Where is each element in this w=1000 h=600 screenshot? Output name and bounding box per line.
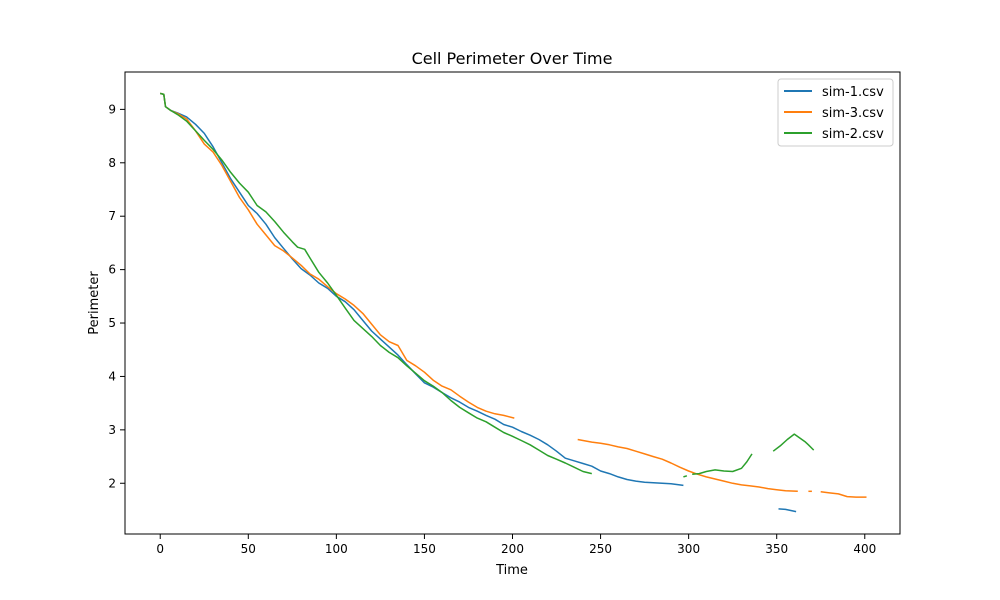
y-tick-label: 5: [108, 316, 116, 330]
x-axis: 0 50 100 150 200 250 300 350 400: [156, 534, 876, 556]
legend: sim-1.csv sim-3.csv sim-2.csv: [777, 78, 894, 147]
y-tick-label: 4: [108, 369, 116, 383]
y-axis-label: Perimeter: [87, 271, 102, 335]
x-tick-label: 50: [241, 542, 256, 556]
series-sim-1: [159, 92, 797, 513]
y-tick-label: 2: [108, 476, 116, 490]
x-tick-label: 100: [325, 542, 348, 556]
series-line-segment: [772, 433, 815, 452]
y-tick-label: 3: [108, 423, 116, 437]
x-tick-label: 400: [853, 542, 876, 556]
series-line-segment: [577, 438, 798, 493]
x-tick-label: 300: [677, 542, 700, 556]
series-line-segment: [820, 491, 867, 498]
series-line-segment: [778, 508, 797, 513]
chart-title: Cell Perimeter Over Time: [412, 49, 613, 68]
series-line-segment: [159, 92, 515, 419]
x-tick-label: 350: [765, 542, 788, 556]
y-tick-label: 8: [108, 156, 116, 170]
x-tick-label: 150: [413, 542, 436, 556]
series-line-segment: [692, 453, 753, 475]
series-sim-2: [159, 92, 815, 478]
y-tick-label: 9: [108, 102, 116, 116]
series-sim-3: [159, 92, 867, 498]
x-axis-label: Time: [495, 563, 528, 578]
series-group: [159, 92, 867, 513]
legend-entry-label: sim-2.csv: [822, 127, 884, 142]
y-axis: 2 3 4 5 6 7 8 9: [108, 102, 125, 490]
y-tick-label: 6: [108, 263, 116, 277]
y-tick-label: 7: [108, 209, 116, 223]
series-line-segment: [159, 92, 684, 487]
legend-entry-label: sim-1.csv: [822, 85, 884, 100]
legend-entry-label: sim-3.csv: [822, 106, 884, 121]
x-tick-label: 250: [589, 542, 612, 556]
series-line-segment: [683, 475, 688, 478]
x-tick-label: 200: [501, 542, 524, 556]
series-line-segment: [159, 92, 592, 475]
legend-box: [777, 78, 894, 147]
x-tick-label: 0: [156, 542, 164, 556]
